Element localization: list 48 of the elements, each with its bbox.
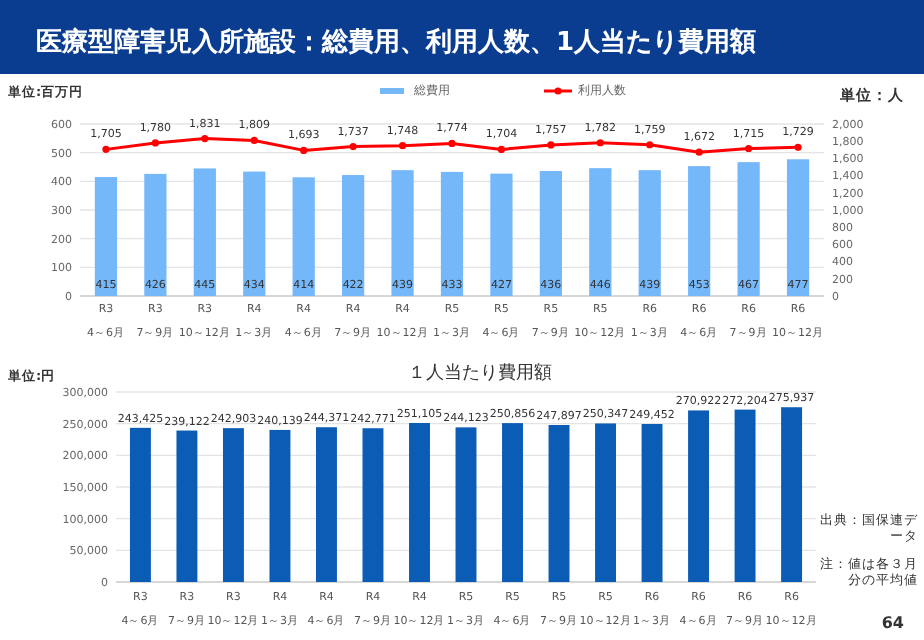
bar (94, 177, 118, 296)
bar (144, 173, 167, 296)
point (794, 143, 802, 151)
bar (734, 409, 756, 582)
point (596, 139, 604, 147)
point (151, 139, 159, 147)
bar (786, 159, 810, 296)
point (448, 139, 456, 148)
point (201, 134, 209, 143)
bar (641, 424, 663, 582)
bar (688, 166, 711, 296)
bar (455, 427, 477, 582)
bar (502, 423, 523, 582)
bar (638, 170, 661, 296)
chart-title: １人当たり費用額 (408, 362, 552, 384)
chart-title: 医療型障害児入所施設：総費用、利用人数、1人当たり費用額 (36, 26, 757, 58)
bar (539, 171, 562, 296)
point (745, 144, 753, 153)
bar (440, 171, 464, 296)
bar (781, 407, 803, 582)
bar (391, 170, 414, 296)
point (695, 148, 703, 156)
bar (129, 427, 151, 582)
bar (176, 430, 198, 582)
text: 64 (881, 614, 905, 632)
point (300, 146, 308, 154)
bar (490, 173, 513, 296)
bar (688, 410, 710, 582)
bar (193, 168, 216, 296)
bar (362, 428, 384, 582)
bar (243, 171, 266, 296)
point (646, 141, 654, 149)
bar (292, 177, 315, 296)
bar (409, 422, 430, 582)
bar (342, 175, 365, 296)
bar (737, 162, 760, 296)
point (547, 141, 555, 149)
bar (595, 423, 616, 582)
bar (548, 425, 570, 582)
point (497, 145, 506, 154)
point (349, 143, 357, 151)
bar (222, 428, 244, 582)
bar (269, 429, 291, 582)
point (250, 136, 258, 145)
bar (316, 427, 337, 582)
bar (589, 168, 612, 296)
point (398, 142, 407, 150)
point (102, 145, 110, 153)
